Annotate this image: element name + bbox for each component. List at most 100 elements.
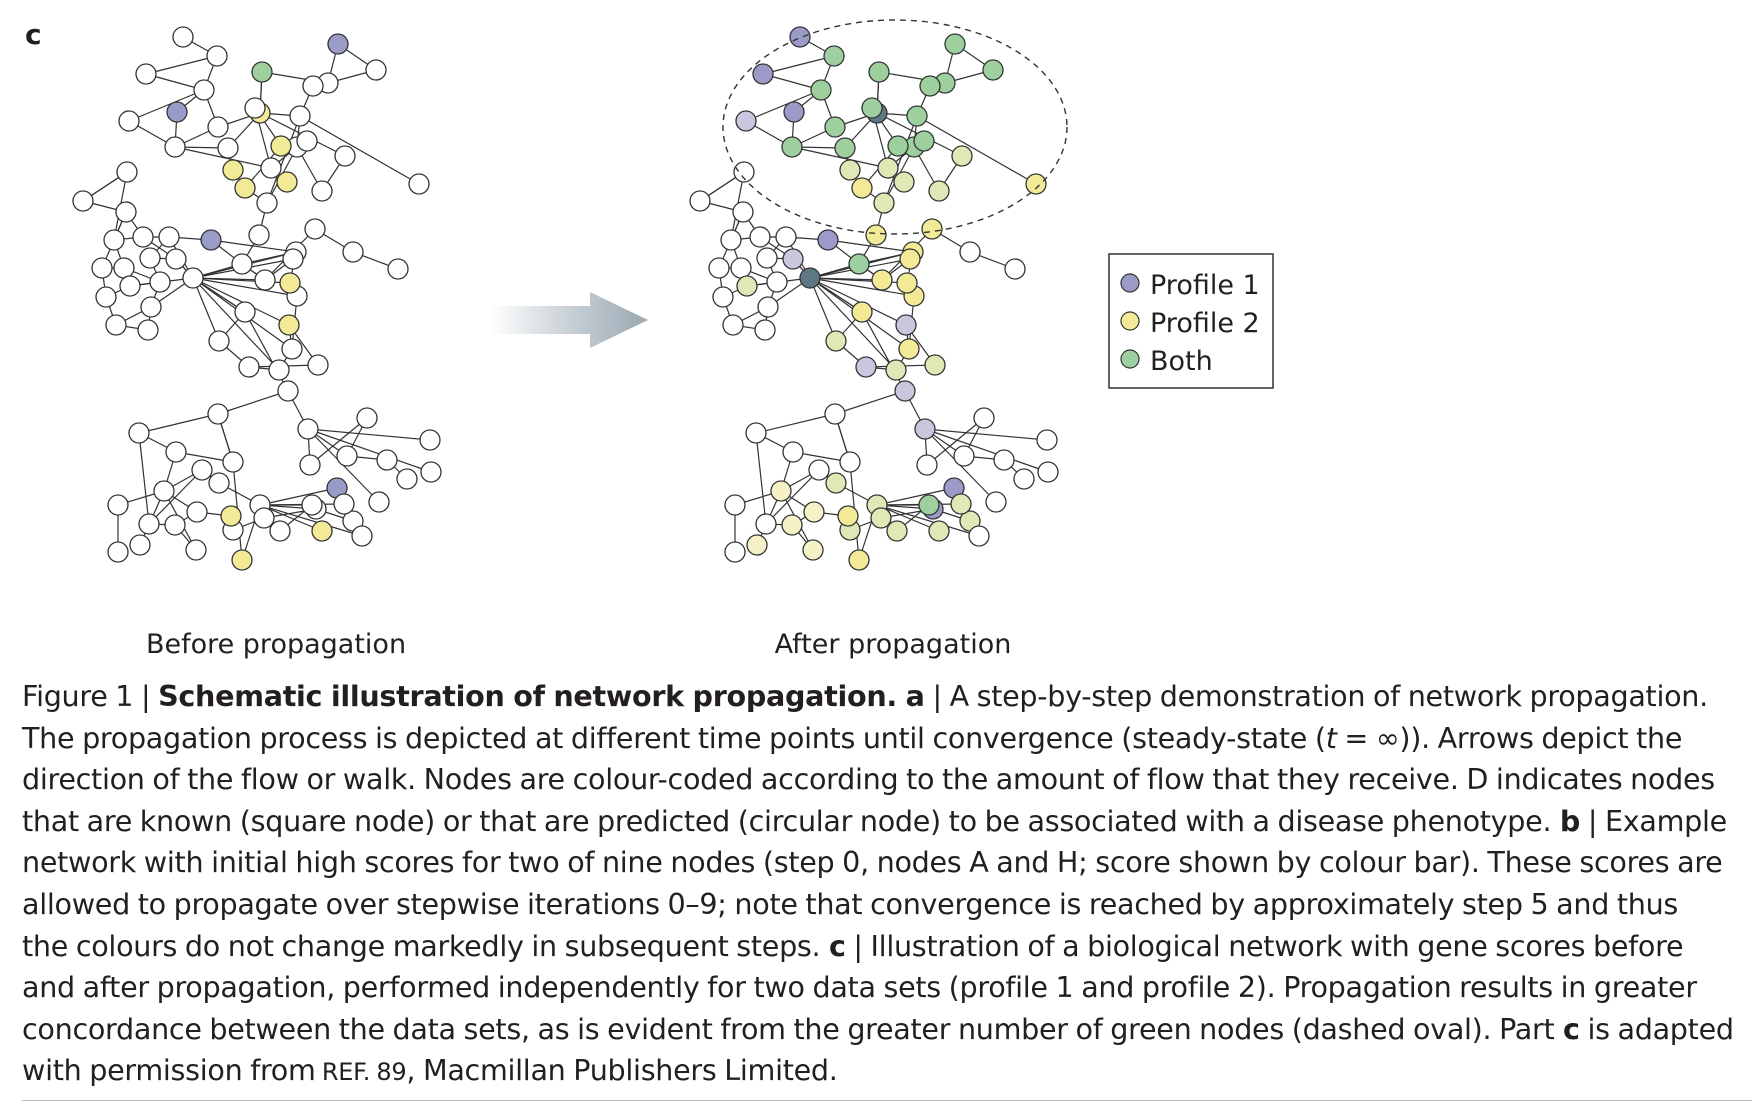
- network-node: [420, 461, 442, 483]
- caption-text: , Macmillan Publishers Limited.: [406, 1053, 838, 1088]
- network-node: [834, 137, 856, 159]
- network-node: [327, 33, 349, 55]
- network-node: [311, 180, 333, 202]
- network-node: [164, 514, 186, 536]
- network-node: [921, 218, 943, 240]
- network-node: [839, 159, 861, 181]
- network-node: [186, 501, 208, 523]
- network-node: [851, 301, 873, 323]
- network-edge: [299, 115, 420, 185]
- network-node: [708, 257, 730, 279]
- network-node: [870, 507, 892, 529]
- network-node: [950, 493, 972, 515]
- network-node: [260, 157, 282, 179]
- network-node: [158, 226, 180, 248]
- network-node: [419, 429, 441, 451]
- network-edge: [128, 89, 205, 122]
- network-node: [289, 105, 311, 127]
- figure-number: Figure 1: [22, 679, 134, 713]
- network-edge: [745, 89, 822, 122]
- network-node: [918, 494, 940, 516]
- network-edge: [809, 277, 897, 371]
- network-node: [164, 136, 186, 158]
- network-node: [885, 359, 907, 381]
- network-node: [1037, 461, 1059, 483]
- network-node: [231, 253, 253, 275]
- caption-text: is adapted: [1579, 1011, 1734, 1046]
- network-edge: [834, 390, 906, 415]
- network-node: [270, 135, 292, 157]
- network-node: [953, 445, 975, 467]
- network-node: [848, 549, 870, 571]
- network-node: [301, 494, 323, 516]
- network-node: [749, 226, 771, 248]
- network-node: [886, 520, 908, 542]
- network-node: [861, 97, 883, 119]
- network-node: [268, 359, 290, 381]
- caption-line: and after propagation, performed indepen…: [22, 967, 1752, 1009]
- caption-line: with permission from REF. 89, Macmillan …: [22, 1050, 1752, 1094]
- network-node: [746, 534, 768, 556]
- network-node: [755, 513, 777, 535]
- network-node: [408, 173, 430, 195]
- network-node: [898, 338, 920, 360]
- network-node: [191, 459, 213, 481]
- network-node: [724, 494, 746, 516]
- network-node: [137, 319, 159, 341]
- network-node: [299, 454, 321, 476]
- network-node: [848, 253, 870, 275]
- network-node: [282, 248, 304, 270]
- network-edge: [876, 504, 980, 537]
- network-node: [138, 513, 160, 535]
- network-node: [732, 201, 754, 223]
- network-node: [906, 105, 928, 127]
- network-node: [238, 356, 260, 378]
- caption-line: allowed to propagate over stepwise itera…: [22, 884, 1752, 926]
- network-node: [754, 319, 776, 341]
- network-node: [129, 534, 151, 556]
- figure-caption: Figure 1 | Schematic illustration of net…: [22, 676, 1752, 1094]
- network-edge: [827, 239, 914, 253]
- network-node: [356, 407, 378, 429]
- network-node: [182, 267, 204, 289]
- network-node: [107, 494, 129, 516]
- network-node: [1036, 429, 1058, 451]
- network-node: [928, 180, 950, 202]
- caption-line: the colours do not change markedly in su…: [22, 926, 1752, 968]
- legend-swatch-profile1: [1120, 273, 1140, 293]
- network-node: [139, 247, 161, 269]
- figure-title: Schematic illustration of network propag…: [158, 679, 897, 713]
- network-edge: [791, 146, 889, 169]
- network-edge: [145, 55, 218, 75]
- network-node: [105, 314, 127, 336]
- network-edge: [259, 504, 363, 537]
- separator: |: [845, 928, 871, 963]
- network-node: [928, 520, 950, 542]
- network-node: [1004, 258, 1026, 280]
- network-node: [140, 296, 162, 318]
- network-node: [914, 418, 936, 440]
- network-node: [924, 354, 946, 376]
- network-node: [234, 301, 256, 323]
- network-node: [396, 468, 418, 490]
- network-node: [871, 269, 893, 291]
- network-node: [220, 505, 242, 527]
- legend-swatch-profile2: [1120, 311, 1140, 331]
- network-node: [756, 247, 778, 269]
- network-node: [775, 226, 797, 248]
- caption-text: A step-by-step demonstration of network …: [949, 679, 1709, 713]
- network-edge: [138, 432, 150, 525]
- caption-line: that are known (square node) or that are…: [22, 801, 1752, 843]
- caption-line: direction of the flow or walk. Nodes are…: [22, 759, 1752, 801]
- network-node: [757, 296, 779, 318]
- network-node: [865, 224, 887, 246]
- caption-line: Figure 1 | Schematic illustration of net…: [22, 676, 1752, 718]
- network-node: [91, 257, 113, 279]
- network-node: [387, 258, 409, 280]
- network-node: [951, 145, 973, 167]
- network-node: [873, 192, 895, 214]
- separator: |: [1580, 803, 1605, 838]
- network-node: [231, 549, 253, 571]
- network-node: [944, 33, 966, 55]
- network-node: [839, 451, 861, 473]
